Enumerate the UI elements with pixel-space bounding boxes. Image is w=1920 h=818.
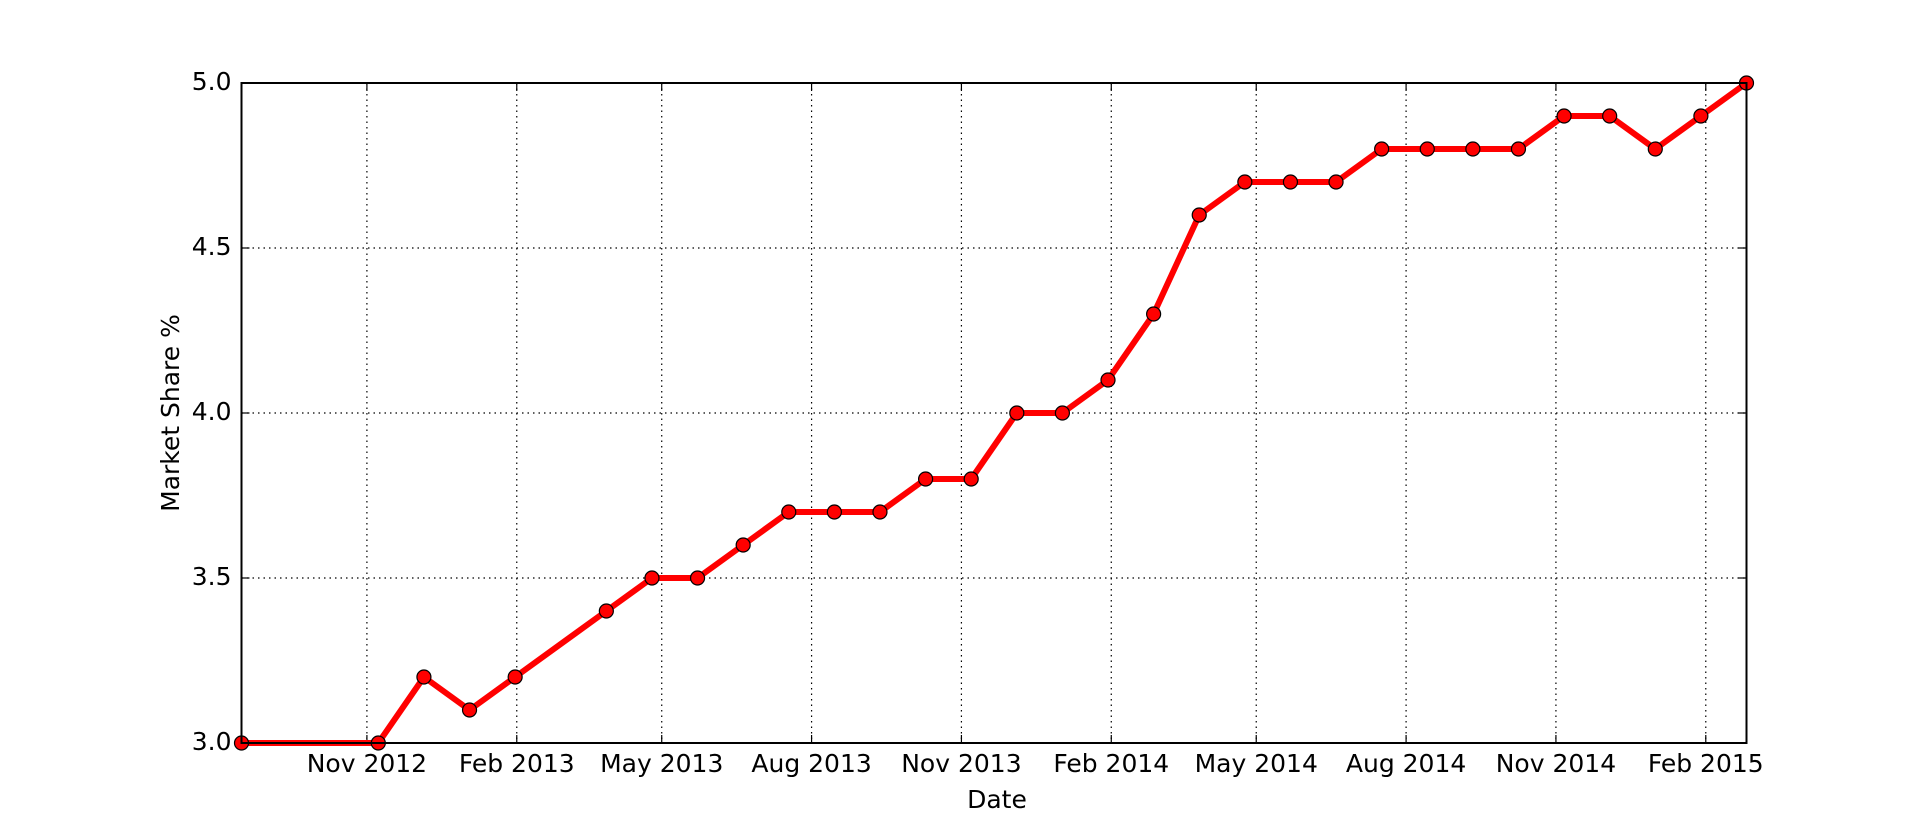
x-tick-label: Nov 2014 (1496, 749, 1616, 778)
x-axis-label: Date (967, 785, 1027, 814)
data-point (917, 471, 934, 487)
data-point (1191, 207, 1207, 223)
data-point (1009, 405, 1025, 421)
data-point (1647, 141, 1663, 157)
plot-frame (240, 82, 1748, 744)
data-point (1374, 141, 1390, 157)
y-tick-label: 3.0 (192, 727, 232, 756)
data-point (872, 504, 888, 520)
y-tick-label: 4.5 (192, 232, 232, 261)
x-tick-label: Aug 2014 (1346, 749, 1466, 778)
data-point (1237, 174, 1253, 190)
x-tick-label: Aug 2013 (751, 749, 871, 778)
data-point (1465, 141, 1481, 157)
x-tick-label: Nov 2013 (901, 749, 1021, 778)
data-point (1693, 108, 1709, 124)
data-point (781, 504, 797, 520)
x-tick-label: May 2014 (1195, 749, 1318, 778)
data-point (1146, 306, 1162, 322)
data-point (1282, 174, 1299, 190)
data-point (735, 537, 751, 553)
data-point (416, 669, 432, 685)
data-point (1100, 372, 1116, 388)
data-point (689, 570, 706, 586)
data-point (826, 504, 842, 520)
data-point (1054, 405, 1071, 421)
x-tick-label: Feb 2013 (459, 749, 575, 778)
data-point (644, 570, 660, 586)
y-tick-label: 5.0 (192, 67, 232, 96)
data-point (598, 603, 614, 619)
x-tick-label: Feb 2014 (1053, 749, 1169, 778)
data-point (1510, 141, 1527, 157)
data-point (1602, 108, 1618, 124)
x-tick-label: Nov 2012 (307, 749, 427, 778)
y-tick-label: 4.0 (192, 397, 232, 426)
data-point (507, 669, 523, 685)
data-point (1419, 141, 1435, 157)
data-point (1556, 108, 1572, 124)
data-point (1328, 174, 1344, 190)
data-point (963, 471, 979, 487)
data-point (461, 702, 478, 718)
y-axis-label: Market Share % (156, 314, 185, 512)
y-tick-label: 3.5 (192, 562, 232, 591)
x-tick-label: May 2013 (600, 749, 723, 778)
x-tick-label: Feb 2015 (1648, 749, 1764, 778)
